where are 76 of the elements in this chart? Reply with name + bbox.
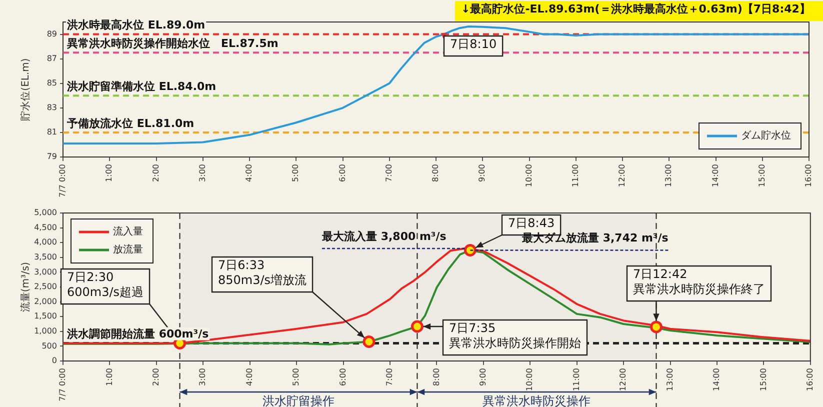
y-tick-label: 2,500 [34,282,57,292]
annotation: 最大流入量 3,800 m³/s [321,230,447,243]
x-tick-label: 3:00 [198,368,208,386]
x-tick-label: 1:00 [104,164,114,182]
x-tick-label: 12:00 [618,164,627,188]
x-tick-label: 16:00 [804,164,814,188]
y-tick-label: 89 [46,29,57,38]
x-tick-label: 7:00 [384,164,394,182]
y-tick-label: 3,500 [34,252,57,262]
x-tick-label: 9:00 [478,164,487,182]
x-tick-label: 10:00 [524,164,534,188]
x-tick-label: 10:00 [525,368,534,392]
y-tick-label: 79 [46,152,57,162]
x-tick-label: 7/7 0:00 [58,164,68,198]
y-tick-label: 3,000 [34,267,57,276]
x-tick-label: 8:00 [431,164,440,182]
y-tick-label: 0 [52,356,57,366]
y-tick-label: 85 [46,78,57,88]
band-label: 異常洪水時防災操作 [482,394,591,407]
y-tick-label: 1,000 [34,326,57,336]
ref-line-label: 異常洪水時防災操作開始水位 EL.87.5m [66,37,278,50]
legend-label: ダム貯水位 [741,130,791,142]
x-tick-label: 1:00 [104,368,114,386]
x-tick-label: 7/7 0:00 [58,368,68,402]
y-tick-label: 5,000 [34,208,57,218]
annotation: 7日6:33 850m3/s増放流 [218,258,307,288]
legend-label: 放流量 [113,244,143,256]
y-axis-title: 流量(m³/s) [20,262,32,312]
x-tick-label: 13:00 [665,368,674,392]
annotation: 7日7:35 異常洪水時防災操作開始 [449,321,581,350]
annotation: 7日8:43 [508,216,555,230]
annotation: ↓最高貯水位-EL.89.63m(＝洪水時最高水位＋0.63m)【7日8:42】 [461,2,810,16]
x-tick-label: 15:00 [757,164,766,188]
y-tick-label: 4,000 [34,238,57,247]
x-tick-label: 13:00 [664,164,674,188]
x-tick-label: 6:00 [338,368,348,386]
x-tick-label: 14:00 [712,368,722,392]
x-tick-label: 11:00 [572,368,581,392]
ref-line-label: 洪水調節開始流量 600m³/s [66,328,210,341]
ref-line-label: 洪水時最高水位 EL.89.0m [66,18,206,32]
x-tick-label: 16:00 [805,368,814,392]
x-tick-label: 3:00 [198,164,207,182]
point [410,320,424,333]
y-tick-label: 2,000 [34,296,57,306]
y-tick-label: 81 [46,128,57,137]
point [362,336,376,348]
y-tick-label: 87 [46,54,57,63]
annotation: 最大ダム放流量 3,742 m³/s [521,232,669,245]
y-tick-label: 1,500 [34,312,57,321]
y-axis-title: 貯水位(EL.m) [20,58,32,121]
x-tick-label: 8:00 [432,368,441,386]
x-tick-label: 11:00 [570,164,580,188]
x-tick-label: 4:00 [244,164,254,182]
point [464,244,476,256]
y-tick-label: 4,500 [34,222,57,232]
y-tick-label: 83 [46,102,57,112]
x-tick-label: 9:00 [478,368,488,386]
annotation: 7日8:10 [450,37,497,52]
x-tick-label: 2:00 [152,368,161,386]
x-tick-label: 5:00 [291,164,300,182]
legend-label: 流入量 [113,226,143,238]
band-label: 洪水貯留操作 [262,394,334,407]
point [650,320,662,334]
x-tick-label: 7:00 [385,368,394,386]
x-tick-label: 12:00 [618,368,628,392]
annotation: 7日2:30 600m3/s超過 [67,270,144,300]
ref-line-label: 洪水貯留準備水位 EL.84.0m [66,80,216,93]
x-tick-label: 5:00 [292,368,301,386]
x-tick-label: 4:00 [244,368,254,386]
x-tick-label: 2:00 [151,164,160,182]
x-tick-label: 6:00 [338,164,347,182]
x-tick-label: 15:00 [758,368,768,392]
y-tick-label: 500 [42,341,57,350]
ref-line-label: 予備放流水位 EL.81.0m [66,116,194,130]
x-tick-label: 14:00 [710,164,720,188]
annotation: 7日12:42 異常洪水時防災操作終了 [633,267,765,296]
